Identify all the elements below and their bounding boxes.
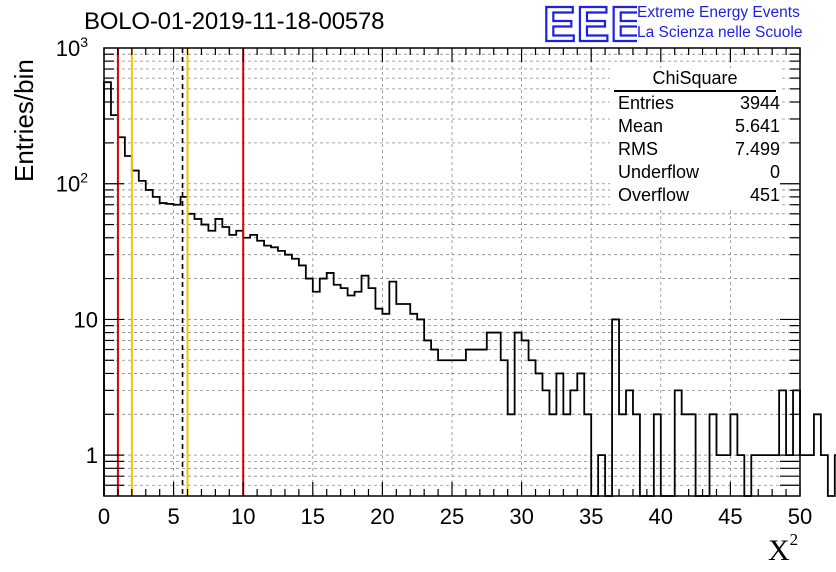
axis-ticks <box>103 48 801 496</box>
x-tick-label: 45 <box>718 504 742 529</box>
stats-label: Underflow <box>618 162 700 182</box>
eee-logo-mark: EEE <box>542 1 637 47</box>
y-tick-label-exponent: 2 <box>80 170 88 186</box>
stats-row-underflow: Underflow 0 <box>618 162 780 184</box>
y-axis-label: Entries/bin <box>9 59 39 182</box>
stats-value: 5.641 <box>734 116 780 136</box>
stats-label: Entries <box>618 93 675 113</box>
y-tick-label: 103 <box>56 34 88 61</box>
y-tick-label-exponent: 3 <box>80 34 88 50</box>
run-title: BOLO-01-2019-11-18-00578 <box>84 8 385 35</box>
histogram-line <box>103 81 836 497</box>
reference-lines <box>116 48 245 496</box>
stats-value: 451 <box>749 185 780 205</box>
logo-line-2: La Scienza nelle Scuole <box>637 24 803 41</box>
x-tick-label: 0 <box>98 504 110 529</box>
x-tick-label: 20 <box>370 504 394 529</box>
x-tick-label: 40 <box>649 504 673 529</box>
y-tick-label: 10 <box>74 307 98 332</box>
stats-title: ChiSquare <box>652 68 738 88</box>
stats-divider <box>614 90 776 92</box>
y-tick-label: 102 <box>56 170 88 197</box>
stats-label: Mean <box>618 116 664 136</box>
stats-row-entries: Entries 3944 <box>618 93 780 115</box>
x-tick-label: 5 <box>167 504 179 529</box>
stats-value: 7.499 <box>734 139 780 159</box>
stats-row-mean: Mean 5.641 <box>618 116 780 138</box>
stats-label: Overflow <box>618 185 690 205</box>
x-tick-label: 25 <box>440 504 464 529</box>
x-axis-label-main: X <box>768 534 790 567</box>
x-tick-label: 15 <box>301 504 325 529</box>
y-tick-label: 1 <box>86 443 98 468</box>
stats-row-overflow: Overflow 451 <box>618 185 780 207</box>
histogram-series <box>103 81 836 497</box>
x-tick-label: 10 <box>231 504 255 529</box>
svg-text:EEE: EEE <box>543 1 637 47</box>
x-tick-label: 30 <box>509 504 533 529</box>
stats-value: 0 <box>769 162 780 182</box>
x-tick-label: 35 <box>579 504 603 529</box>
x-axis-label: X2 <box>768 530 798 568</box>
stats-label: RMS <box>618 139 658 159</box>
stats-value: 3944 <box>739 93 780 113</box>
logo-line-1: Extreme Energy Events <box>637 4 800 21</box>
x-axis-label-superscript: 2 <box>789 530 799 549</box>
stats-row-rms: RMS 7.499 <box>618 139 780 161</box>
x-tick-label: 50 <box>788 504 812 529</box>
stats-box: ChiSquare Entries 3944 Mean 5.641 RMS 7.… <box>610 68 780 208</box>
